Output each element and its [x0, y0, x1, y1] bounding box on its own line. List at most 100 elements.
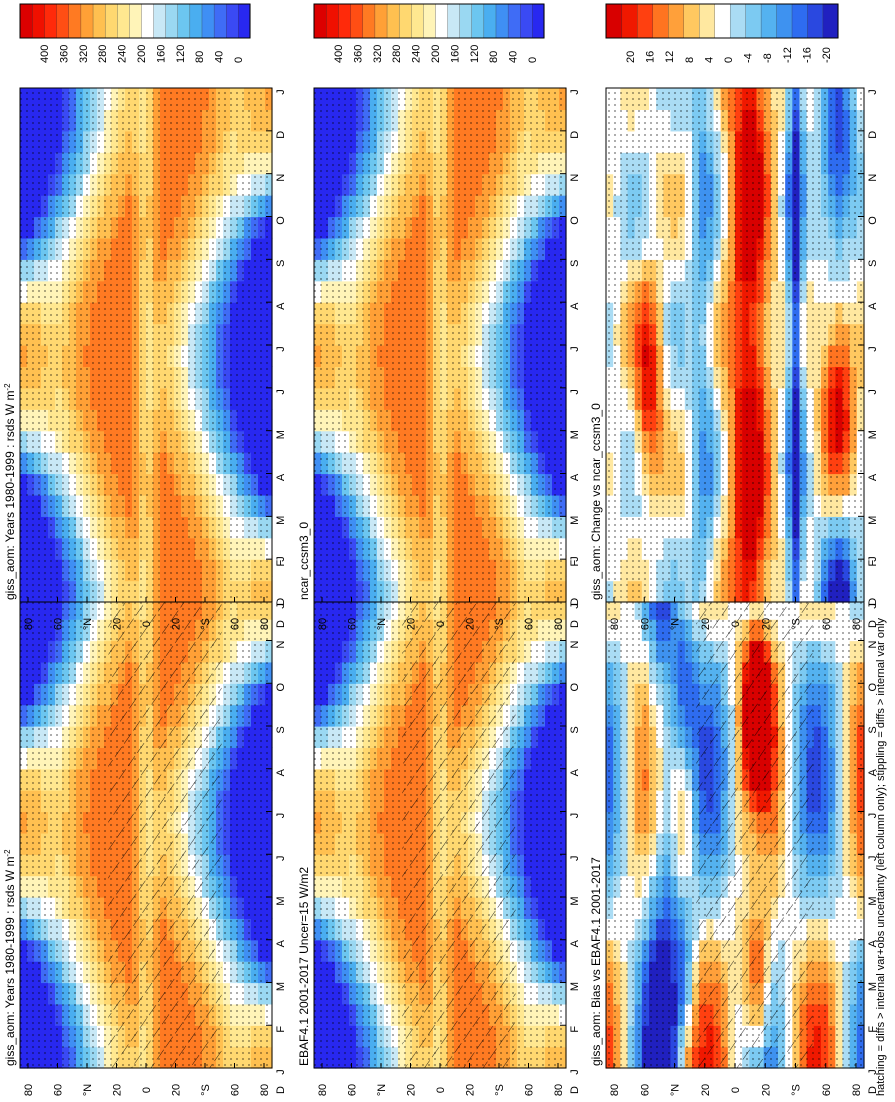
colorbar-segment	[177, 3, 191, 39]
month-tick-label: M	[867, 430, 879, 439]
colorbar-label: 400	[333, 45, 345, 63]
colorbar-segment	[350, 3, 363, 39]
month-tick-label: J	[275, 346, 287, 352]
hatching-overlay	[696, 555, 813, 1068]
month-tick-label: O	[275, 683, 287, 692]
lat-tick-label: 60	[230, 618, 242, 630]
lat-tick-label: 80	[553, 618, 565, 630]
month-tick-label: M	[569, 982, 581, 991]
lat-tick-label: 20	[465, 1084, 477, 1096]
month-tick-label: J	[569, 346, 581, 352]
colorbar-label: -4	[743, 53, 755, 63]
colorbar-segment	[56, 3, 69, 39]
lat-tick-label: 0	[435, 621, 447, 627]
month-tick-label: A	[867, 939, 879, 947]
colorbar-label: 160	[449, 45, 461, 63]
lat-tick-label: °N	[670, 618, 682, 630]
month-tick-label: F	[569, 1026, 581, 1033]
lat-tick-label: 20	[465, 618, 477, 630]
panel-title: giss_aom: Years 1980-1999 : rsds W m-2	[3, 849, 18, 1066]
colorbar-segment	[531, 3, 545, 39]
month-tick-label: S	[867, 726, 879, 733]
panel-title: giss_aom: Change vs ncar_ccsm3_0	[589, 403, 603, 600]
colorbar-segment	[791, 3, 808, 39]
stippling-overlay	[314, 88, 566, 602]
lat-tick-label: 20	[171, 1084, 183, 1096]
colorbar-segment	[362, 3, 376, 39]
colorbar-segment	[652, 3, 669, 39]
month-tick-label: S	[275, 726, 287, 733]
colorbar-segment	[745, 3, 762, 39]
colorbar-label: 120	[175, 45, 187, 63]
month-tick-label: N	[569, 640, 581, 648]
colorbar-label: 200	[430, 45, 442, 63]
month-tick-label: M	[867, 982, 879, 991]
month-tick-label: M	[275, 516, 287, 525]
month-tick-label: M	[275, 896, 287, 905]
lat-tick-label: 80	[23, 1084, 35, 1096]
month-tick-label: J	[275, 89, 287, 95]
lat-tick-label: 20	[406, 1084, 418, 1096]
lat-tick-label: 0	[730, 621, 742, 627]
colorbar-label: 320	[78, 45, 90, 63]
lat-tick-label: °N	[670, 1084, 682, 1096]
lat-tick-label: 60	[230, 1084, 242, 1096]
lat-tick-label: 80	[609, 1084, 621, 1096]
colorbar-1: 400 360 320 280 240 200 160 120 80 40 0	[19, 3, 251, 63]
month-tick-label: F	[275, 1026, 287, 1033]
month-tick-label: A	[275, 768, 287, 776]
month-tick-label: J	[569, 389, 581, 395]
colorbar-segment	[237, 3, 251, 39]
month-tick-label: J	[275, 813, 287, 819]
lat-tick-label: 20	[112, 1084, 124, 1096]
lat-tick-label: 20	[700, 1084, 712, 1096]
corner-label: D	[867, 1086, 879, 1094]
colorbar-label: 400	[39, 45, 51, 63]
colorbar-label: 320	[372, 45, 384, 63]
colorbar-label: 0	[723, 57, 735, 63]
colorbar-label: 240	[411, 45, 423, 63]
colorbar-segment	[507, 3, 521, 39]
month-tick-label: D	[569, 131, 581, 139]
colorbar-segment	[667, 3, 684, 39]
month-tick-label: J	[867, 813, 879, 819]
colorbar-label: 0	[233, 57, 245, 63]
colorbar-segment	[605, 3, 623, 39]
lat-tick-label: 60	[524, 618, 536, 630]
colorbar-label: 20	[625, 51, 637, 63]
colorbar-label: 160	[155, 45, 167, 63]
colorbar-label: 40	[214, 51, 226, 63]
month-tick-label: F	[867, 1026, 879, 1033]
month-tick-label: M	[867, 896, 879, 905]
month-tick-label: A	[867, 473, 879, 481]
colorbar-segment	[189, 3, 203, 39]
colorbar-segment	[698, 3, 715, 39]
lat-tick-label: 80	[259, 618, 271, 630]
month-tick-label: D	[275, 131, 287, 139]
colorbar-label: -12	[782, 47, 794, 63]
month-tick-label: J	[867, 856, 879, 862]
month-tick-label: J	[867, 89, 879, 95]
colorbar-segment	[153, 3, 166, 39]
lat-tick-label: 20	[760, 1084, 772, 1096]
lat-tick-label: 20	[700, 618, 712, 630]
month-tick-label: N	[867, 640, 879, 648]
colorbar-frame	[605, 3, 839, 39]
month-tick-label: O	[867, 216, 879, 225]
month-tick-label: J	[569, 813, 581, 819]
month-tick-label: J	[867, 346, 879, 352]
lat-tick-label: 80	[259, 1084, 271, 1096]
month-tick-label: J	[275, 556, 287, 562]
lat-tick-label: °N	[82, 1084, 94, 1096]
month-tick-label: F	[275, 560, 287, 567]
lat-tick-label: 20	[760, 618, 772, 630]
month-tick-label: F	[569, 560, 581, 567]
lat-tick-label: 80	[23, 618, 35, 630]
month-tick-label: A	[275, 939, 287, 947]
lat-tick-label: °N	[376, 618, 388, 630]
month-tick-label: A	[569, 473, 581, 481]
